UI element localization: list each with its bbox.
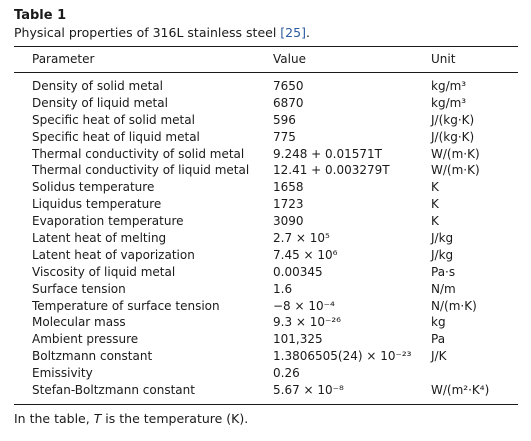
- parameter-cell: Latent heat of melting: [32, 231, 167, 246]
- unit-cell: N/m: [431, 281, 456, 296]
- parameter-cell: Evaporation temperature: [32, 214, 184, 229]
- header-parameter: Parameter: [32, 52, 95, 66]
- footnote-after: is the temperature (K).: [101, 411, 249, 426]
- unit-cell: K: [431, 214, 439, 229]
- table-row: Temperature of surface tension −8 × 10⁻⁴ N…: [14, 298, 518, 315]
- table-row: Molecular mass 9.3 × 10⁻²⁶ kg: [14, 314, 518, 331]
- value-cell: 7650: [273, 79, 304, 93]
- value-cell: 2.7 × 10⁵: [273, 231, 330, 246]
- value-cell: 7.45 × 10⁶: [273, 247, 338, 262]
- parameter-cell: Liquidus temperature: [32, 197, 162, 212]
- table-header: Parameter Value Unit: [14, 47, 518, 72]
- table-bottom-rule: [14, 404, 518, 405]
- footnote-before: In the table,: [14, 411, 94, 426]
- table-row: Specific heat of liquid metal 775 J/(kg·K): [14, 129, 518, 146]
- table-row: Latent heat of vaporization 7.45 × 10⁶ J/k…: [14, 247, 518, 264]
- table-row: Boltzmann constant 1.3806505(24) × 10⁻²³ J…: [14, 348, 518, 365]
- table-row: Thermal conductivity of liquid metal 12.4…: [14, 162, 518, 179]
- table-row: Latent heat of melting 2.7 × 10⁵ J/kg: [14, 230, 518, 247]
- unit-cell: W/(m·K): [431, 163, 480, 178]
- unit-cell: kg: [431, 315, 446, 330]
- value-cell: 9.248 + 0.01571T: [273, 146, 382, 161]
- parameter-cell: Temperature of surface tension: [32, 298, 220, 313]
- table-row: Specific heat of solid metal 596 J/(kg·K): [14, 112, 518, 129]
- header-unit: Unit: [431, 52, 456, 66]
- value-cell: 9.3 × 10⁻²⁶: [273, 315, 341, 330]
- parameter-cell: Molecular mass: [32, 315, 126, 330]
- value-cell: 3090: [273, 214, 304, 229]
- table-row: Surface tension 1.6 N/m: [14, 281, 518, 298]
- value-cell: 5.67 × 10⁻⁸: [273, 383, 344, 398]
- parameter-cell: Viscosity of liquid metal: [32, 264, 176, 279]
- unit-cell: Pa: [431, 332, 446, 347]
- table-row: Evaporation temperature 3090 K: [14, 213, 518, 230]
- value-cell: 6870: [273, 95, 304, 110]
- footnote-symbol: T: [93, 411, 102, 426]
- parameter-cell: Density of liquid metal: [32, 95, 168, 110]
- header-value: Value: [273, 52, 306, 66]
- table-label: Table 1: [14, 8, 67, 23]
- parameter-cell: Boltzmann constant: [32, 349, 153, 364]
- unit-cell: J/(kg·K): [431, 112, 475, 127]
- table-top-rule: [14, 46, 518, 47]
- unit-cell: K: [431, 180, 439, 195]
- unit-cell: J/kg: [431, 247, 454, 262]
- table-row: Density of solid metal 7650 kg/m³: [14, 78, 518, 95]
- parameter-cell: Specific heat of solid metal: [32, 112, 195, 127]
- value-cell: 1.6: [273, 281, 293, 296]
- parameter-cell: Latent heat of vaporization: [32, 247, 195, 262]
- value-cell: 0.00345: [273, 264, 323, 279]
- table-footnote: In the table, T is the temperature (K).: [14, 410, 248, 428]
- table-title: Physical properties of 316L stainless st…: [14, 24, 514, 42]
- unit-cell: J/K: [431, 349, 447, 364]
- parameter-cell: Thermal conductivity of solid metal: [32, 146, 245, 161]
- table-title-end: .: [305, 25, 310, 40]
- table-row: Liquidus temperature 1723 K: [14, 196, 518, 213]
- table-row: Emissivity 0.26: [14, 365, 518, 382]
- table-row: Ambient pressure 101,325 Pa: [14, 331, 518, 348]
- value-cell: 101,325: [273, 332, 323, 347]
- value-cell: 1.3806505(24) × 10⁻²³: [273, 349, 412, 364]
- unit-cell: K: [431, 197, 439, 212]
- parameter-cell: Thermal conductivity of liquid metal: [32, 163, 250, 178]
- value-cell: −8 × 10⁻⁴: [273, 298, 335, 313]
- parameter-cell: Stefan-Boltzmann constant: [32, 383, 195, 398]
- parameter-cell: Density of solid metal: [32, 79, 163, 93]
- value-cell: 1658: [273, 180, 304, 195]
- value-cell: 775: [273, 129, 296, 144]
- parameter-cell: Specific heat of liquid metal: [32, 129, 200, 144]
- table-body: Density of solid metal 7650 kg/m³ Density o…: [14, 78, 518, 399]
- value-cell: 1723: [273, 197, 304, 212]
- parameter-cell: Emissivity: [32, 366, 93, 381]
- parameter-cell: Ambient pressure: [32, 332, 139, 347]
- unit-cell: N/(m·K): [431, 298, 477, 313]
- unit-cell: Pa·s: [431, 264, 456, 279]
- unit-cell: kg/m³: [431, 79, 467, 93]
- value-cell: 596: [273, 112, 296, 127]
- table-row: Thermal conductivity of solid metal 9.248…: [14, 146, 518, 163]
- unit-cell: W/(m²·K⁴): [431, 383, 490, 398]
- unit-cell: J/kg: [431, 231, 454, 246]
- value-cell: 12.41 + 0.003279T: [273, 163, 390, 178]
- unit-cell: W/(m·K): [431, 146, 480, 161]
- unit-cell: J/(kg·K): [431, 129, 475, 144]
- table-caption: Table 1 Physical properties of 316L stai…: [14, 7, 514, 42]
- table-header-rule: [14, 72, 518, 73]
- unit-cell: kg/m³: [431, 95, 467, 110]
- parameter-cell: Surface tension: [32, 281, 126, 296]
- table-row: Density of liquid metal 6870 kg/m³: [14, 95, 518, 112]
- reference-link[interactable]: [25]: [280, 25, 306, 40]
- table-row: Stefan-Boltzmann constant 5.67 × 10⁻⁸ W/(m…: [14, 382, 518, 399]
- table-row: Viscosity of liquid metal 0.00345 Pa·s: [14, 264, 518, 281]
- table-title-text: Physical properties of 316L stainless st…: [14, 25, 281, 40]
- parameter-cell: Solidus temperature: [32, 180, 155, 195]
- value-cell: 0.26: [273, 366, 300, 381]
- table-row: Solidus temperature 1658 K: [14, 179, 518, 196]
